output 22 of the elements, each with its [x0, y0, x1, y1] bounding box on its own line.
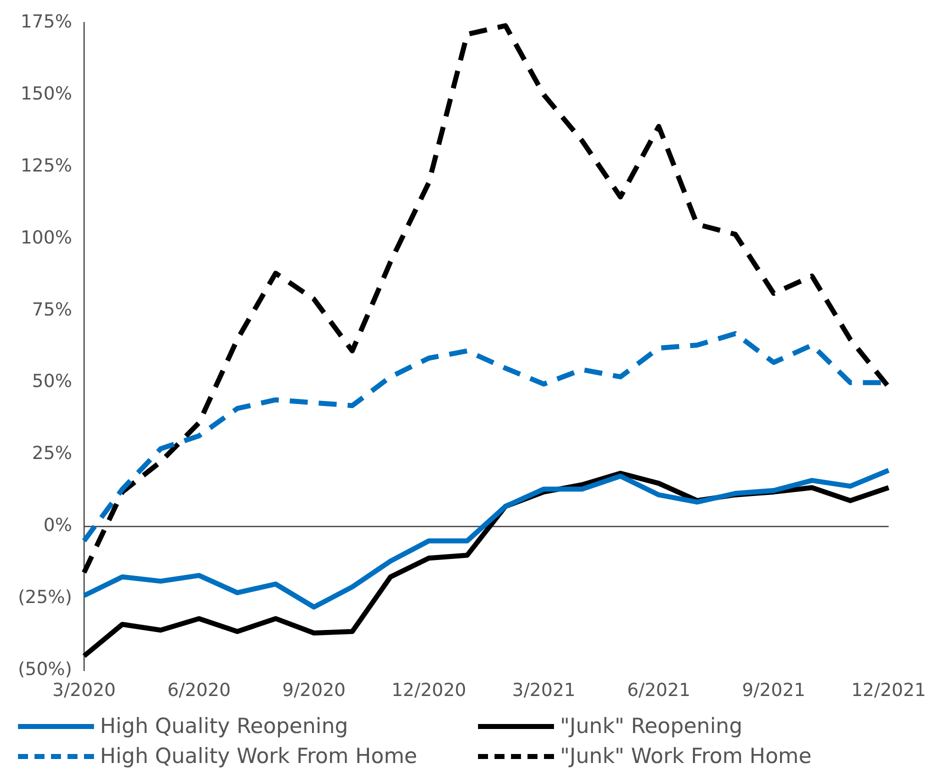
x-tick-label: 12/2021: [851, 680, 926, 701]
x-tick-label: 3/2020: [52, 680, 116, 701]
legend-label: High Quality Reopening: [100, 714, 348, 738]
y-tick-label: 75%: [32, 299, 72, 320]
y-tick-label: 150%: [20, 83, 72, 104]
y-tick-label: 175%: [20, 11, 72, 32]
x-tick-label: 6/2021: [627, 680, 690, 701]
y-tick-label: 50%: [32, 371, 72, 392]
y-tick-label: 100%: [20, 227, 72, 248]
legend-label: "Junk" Reopening: [560, 714, 742, 738]
x-tick-label: 9/2020: [282, 680, 346, 701]
x-tick-label: 3/2021: [512, 680, 576, 701]
x-tick-label: 9/2021: [742, 680, 806, 701]
y-tick-label: (25%): [18, 587, 72, 608]
legend-label: High Quality Work From Home: [100, 744, 418, 768]
y-tick-label: 125%: [20, 155, 72, 176]
legend-label: "Junk" Work From Home: [560, 744, 812, 768]
x-tick-label: 12/2020: [391, 680, 466, 701]
y-tick-label: 25%: [32, 443, 72, 464]
y-tick-label: 0%: [43, 515, 72, 536]
x-tick-label: 6/2020: [167, 680, 231, 701]
y-tick-label: (50%): [18, 659, 72, 680]
